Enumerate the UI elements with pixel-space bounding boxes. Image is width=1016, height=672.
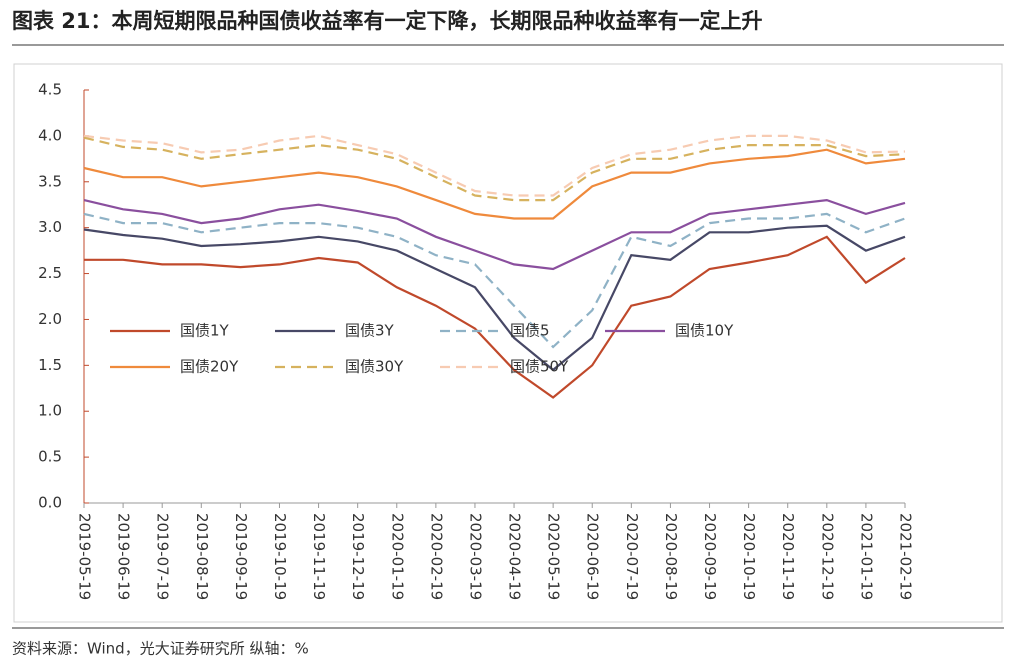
legend-label: 国债5 [510,322,550,340]
x-tick-label: 2020-10-19 [740,513,758,600]
x-tick-label: 2020-04-19 [506,513,524,600]
y-tick-label: 3.5 [38,172,62,190]
series-line [83,198,906,271]
title: 图表 21：本周短期限品种国债收益率有一定下降，长期限品种收益率有一定上升 [12,9,763,33]
x-tick-label: 2020-11-19 [779,513,797,600]
y-tick-label: 3.0 [38,218,62,236]
x-tick-label: 2020-12-19 [818,513,836,600]
x-tick-label: 2021-01-19 [857,513,875,600]
x-tick-label: 2019-08-19 [193,513,211,600]
x-tick-label: 2021-02-19 [897,513,915,600]
legend-label: 国债3Y [345,322,395,340]
legend-label: 国债50Y [510,358,569,376]
x-tick-label: 2020-09-19 [701,513,719,600]
x-tick-label: 2020-05-19 [545,513,563,600]
source: 资料来源：Wind，光大证券研究所 纵轴：% [12,640,309,658]
y-tick-label: 4.0 [38,126,62,144]
series-line [83,136,906,202]
x-tick-label: 2020-06-19 [584,513,602,600]
x-tick-label: 2020-07-19 [623,513,641,600]
y-tick-label: 0.5 [38,448,62,466]
x-tick-label: 2020-01-19 [388,513,406,600]
y-tick-label: 2.5 [38,264,62,282]
y-tick-label: 1.5 [38,356,62,374]
legend-label: 国债30Y [345,358,404,376]
x-tick-label: 2020-02-19 [427,513,445,600]
x-tick-label: 2019-06-19 [115,513,133,600]
y-tick-label: 2.0 [38,310,62,328]
series-line [83,134,906,197]
series-line [83,148,906,220]
legend-label: 国债10Y [675,322,734,340]
x-tick-label: 2019-05-19 [76,513,94,600]
x-tick-label: 2019-12-19 [349,513,367,600]
y-tick-label: 4.5 [38,81,62,99]
chart-frame [13,63,1003,623]
series-line [84,235,906,399]
x-tick-label: 2019-11-19 [310,513,328,600]
y-tick-label: 1.0 [38,402,62,420]
x-tick-label: 2020-08-19 [662,513,680,600]
x-tick-label: 2019-10-19 [271,513,289,600]
legend-label: 国债1Y [180,322,230,340]
series-line [83,224,906,372]
legend-label: 国债20Y [180,358,239,376]
x-tick-label: 2019-07-19 [154,513,172,600]
x-tick-label: 2019-09-19 [232,513,250,600]
x-tick-label: 2020-03-19 [466,513,484,600]
y-tick-label: 0.0 [38,494,62,512]
